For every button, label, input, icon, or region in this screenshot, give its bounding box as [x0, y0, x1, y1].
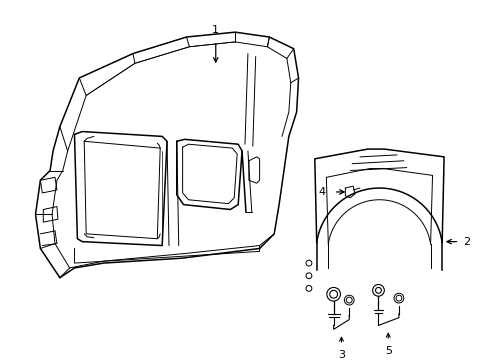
Text: 1: 1: [212, 25, 219, 35]
Text: 4: 4: [318, 187, 325, 197]
Text: 2: 2: [462, 237, 469, 247]
Text: 5: 5: [384, 346, 391, 356]
Text: 3: 3: [337, 350, 344, 360]
